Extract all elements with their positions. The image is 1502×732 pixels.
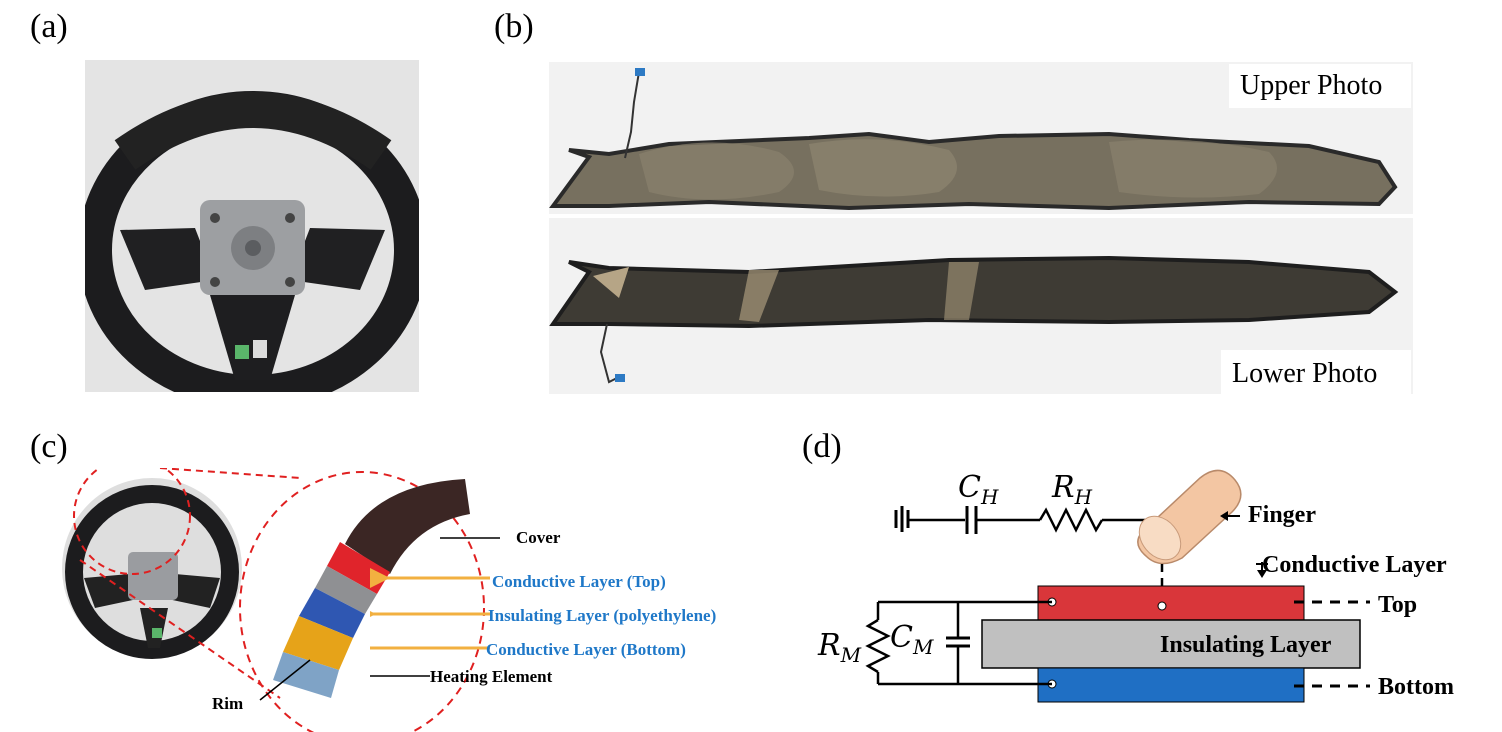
finger-icon	[1137, 469, 1242, 565]
rim-leader-line	[259, 659, 311, 701]
panel-c-label: (c)	[30, 428, 68, 465]
bottom-label: Bottom	[1378, 674, 1454, 700]
ch-label: CH	[958, 470, 999, 509]
cm-label: CM	[890, 620, 934, 659]
layer-arrows	[370, 537, 500, 677]
upper-photo-caption: Upper Photo	[1240, 70, 1383, 101]
conductive-layer-label: Conductive Layer	[1262, 552, 1447, 578]
insulating-layer-label: Insulating Layer	[1160, 632, 1332, 658]
steering-wheel-photo	[85, 60, 419, 392]
conductive-bottom-label: Conductive Layer (Bottom)	[486, 640, 686, 659]
conductive-top-label: Conductive Layer (Top)	[492, 572, 666, 591]
rh-label: RH	[1052, 470, 1093, 509]
circuit-diagram	[865, 469, 1370, 703]
top-label: Top	[1378, 592, 1418, 618]
rim-label: Rim	[212, 694, 244, 713]
panel-d-label: (d)	[802, 428, 842, 465]
cover-label: Cover	[516, 528, 561, 547]
finger-label: Finger	[1248, 502, 1316, 528]
heating-mat-photos	[549, 62, 1413, 394]
rm-label: RM	[818, 628, 862, 667]
rim-cross-section	[273, 479, 470, 698]
panel-a-label: (a)	[30, 8, 68, 45]
rim-layer-diagram	[62, 468, 485, 732]
heating-element-label: Heating Element	[430, 667, 553, 686]
insulating-label: Insulating Layer (polyethylene)	[488, 606, 717, 625]
lower-photo-caption: Lower Photo	[1232, 358, 1378, 389]
panel-b-label: (b)	[494, 8, 534, 45]
